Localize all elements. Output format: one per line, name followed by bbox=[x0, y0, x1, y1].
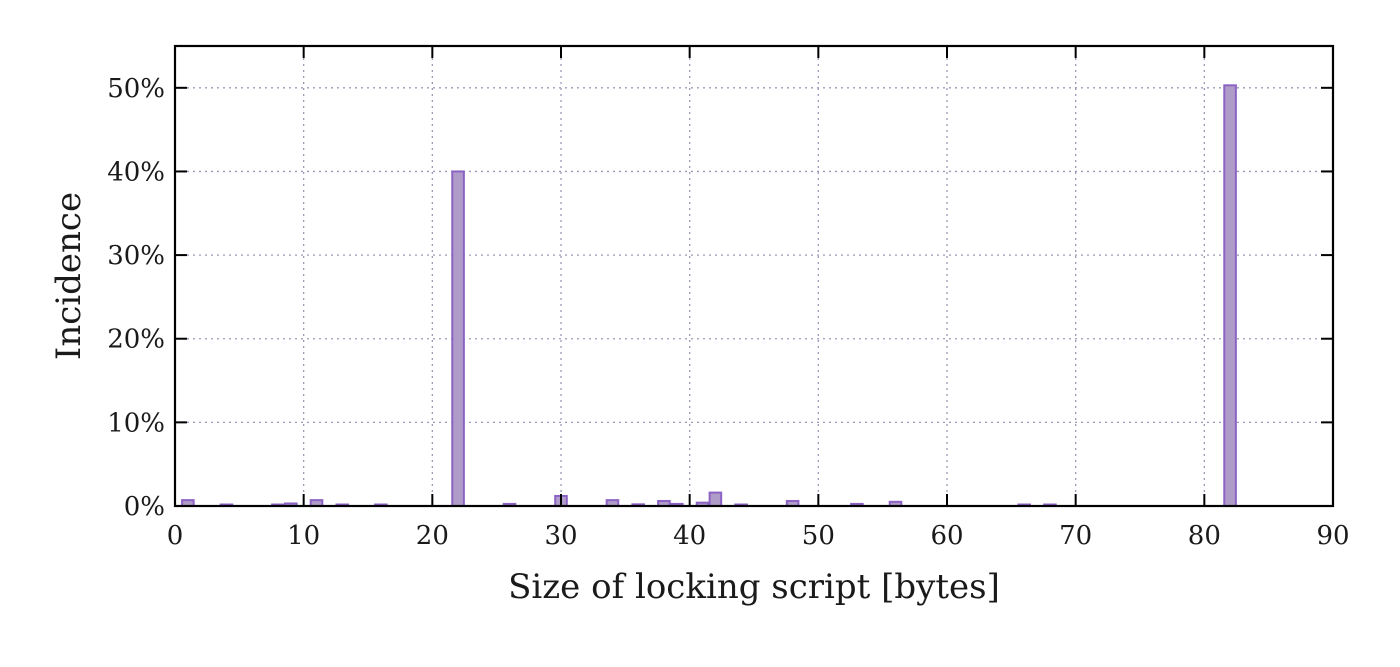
plot-frame bbox=[173, 44, 1335, 508]
y-tick-label: 30% bbox=[107, 241, 165, 271]
y-tick-labels: 0% 10% 20% 30% 40% 50% bbox=[107, 74, 165, 522]
x-tick-label: 90 bbox=[1316, 521, 1349, 551]
x-tick-labels: 0 10 20 30 40 50 60 70 80 90 bbox=[167, 521, 1350, 551]
bar-42 bbox=[708, 491, 723, 508]
x-tick-label: 60 bbox=[930, 521, 963, 551]
x-tick-label: 70 bbox=[1059, 521, 1092, 551]
x-tick-label: 20 bbox=[416, 521, 449, 551]
x-tick-label: 0 bbox=[167, 521, 184, 551]
grid-lines bbox=[175, 46, 1333, 506]
x-axis-title: Size of locking script [bytes] bbox=[508, 567, 1000, 607]
x-tick-label: 50 bbox=[802, 521, 835, 551]
y-tick-label: 10% bbox=[107, 408, 165, 438]
bar-22 bbox=[451, 170, 465, 507]
x-tick-label: 30 bbox=[544, 521, 577, 551]
x-tick-label: 80 bbox=[1188, 521, 1221, 551]
y-tick-label: 20% bbox=[107, 325, 165, 355]
x-tick-label: 10 bbox=[287, 521, 320, 551]
y-tick-label: 40% bbox=[107, 157, 165, 187]
bar-82 bbox=[1223, 84, 1237, 508]
tick-marks bbox=[174, 46, 1334, 507]
bars bbox=[181, 84, 1237, 508]
x-tick-label: 40 bbox=[673, 521, 706, 551]
y-axis-title: Incidence bbox=[49, 192, 89, 360]
y-tick-label: 0% bbox=[124, 492, 165, 522]
y-tick-label: 50% bbox=[107, 74, 165, 104]
